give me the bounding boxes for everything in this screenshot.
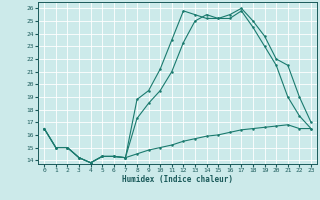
X-axis label: Humidex (Indice chaleur): Humidex (Indice chaleur) (122, 175, 233, 184)
